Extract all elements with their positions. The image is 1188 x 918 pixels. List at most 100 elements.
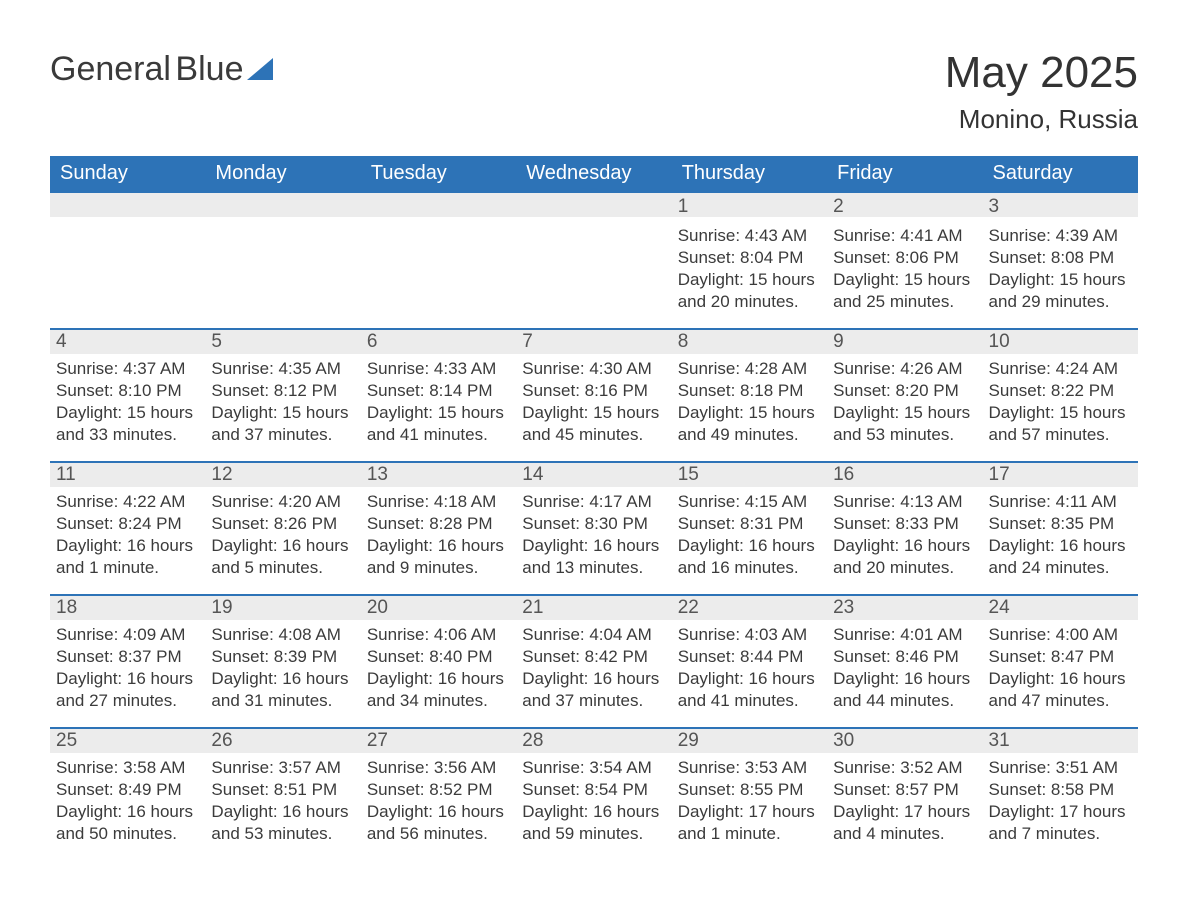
sunset-text: Sunset: 8:46 PM (833, 646, 974, 668)
daylight-text: Daylight: 16 hours and 13 minutes. (522, 535, 663, 579)
sunrise-text: Sunrise: 4:39 AM (989, 225, 1130, 247)
sunrise-text: Sunrise: 4:15 AM (678, 491, 819, 513)
day-number: 17 (983, 461, 1138, 487)
day-cell-empty (361, 221, 516, 328)
day-number: 6 (361, 328, 516, 354)
day-number: 21 (516, 594, 671, 620)
day-cell: 13Sunrise: 4:18 AMSunset: 8:28 PMDayligh… (361, 461, 516, 594)
sunrise-text: Sunrise: 4:35 AM (211, 358, 352, 380)
day-number: 14 (516, 461, 671, 487)
sunrise-text: Sunrise: 3:57 AM (211, 757, 352, 779)
sunset-text: Sunset: 8:18 PM (678, 380, 819, 402)
day-cell: 14 Sunrise: 4:17 AMSunset: 8:30 PMDayligh… (516, 461, 671, 594)
sunset-text: Sunset: 8:52 PM (367, 779, 508, 801)
day-number: 8 (672, 328, 827, 354)
day-cell: 22Sunrise: 4:03 AMSunset: 8:44 PMDayligh… (672, 594, 827, 727)
sunset-text: Sunset: 8:04 PM (678, 247, 819, 269)
sunset-text: Sunset: 8:39 PM (211, 646, 352, 668)
day-cell-empty (50, 221, 205, 328)
daylight-text: Daylight: 16 hours and 16 minutes. (678, 535, 819, 579)
sunset-text: Sunset: 8:22 PM (989, 380, 1130, 402)
day-number: 29 (672, 727, 827, 753)
day-number: 22 (672, 594, 827, 620)
daylight-text: Daylight: 16 hours and 1 minute. (56, 535, 197, 579)
sunrise-text: Sunrise: 4:13 AM (833, 491, 974, 513)
sunrise-text: Sunrise: 3:51 AM (989, 757, 1130, 779)
day-cell: 9Sunrise: 4:26 AMSunset: 8:20 PMDaylight… (827, 328, 982, 461)
day-cell: 8Sunrise: 4:28 AMSunset: 8:18 PMDaylight… (672, 328, 827, 461)
sunrise-text: Sunrise: 4:00 AM (989, 624, 1130, 646)
weekday-header: Monday (205, 156, 360, 191)
sunset-text: Sunset: 8:28 PM (367, 513, 508, 535)
day-cell: 20Sunrise: 4:06 AMSunset: 8:40 PMDayligh… (361, 594, 516, 727)
sunset-text: Sunset: 8:26 PM (211, 513, 352, 535)
page-title: May 2025 (945, 48, 1138, 98)
week-row: 18Sunrise: 4:09 AMSunset: 8:37 PMDayligh… (50, 594, 1138, 727)
day-cell: 6Sunrise: 4:33 AMSunset: 8:14 PMDaylight… (361, 328, 516, 461)
page-subtitle: Monino, Russia (945, 104, 1138, 135)
calendar-grid: Sunday Monday Tuesday Wednesday Thursday… (50, 156, 1138, 860)
sunrise-text: Sunrise: 4:04 AM (522, 624, 663, 646)
week-row: 25Sunrise: 3:58 AMSunset: 8:49 PMDayligh… (50, 727, 1138, 860)
daylight-text: Daylight: 16 hours and 27 minutes. (56, 668, 197, 712)
week-row: 11Sunrise: 4:22 AMSunset: 8:24 PMDayligh… (50, 461, 1138, 594)
day-number: 15 (672, 461, 827, 487)
daylight-text: Daylight: 15 hours and 57 minutes. (989, 402, 1130, 446)
logo-triangle-icon (247, 58, 273, 80)
sunset-text: Sunset: 8:10 PM (56, 380, 197, 402)
day-number: 12 (205, 461, 360, 487)
weekday-header: Saturday (983, 156, 1138, 191)
sunset-text: Sunset: 8:08 PM (989, 247, 1130, 269)
weekday-header-row: Sunday Monday Tuesday Wednesday Thursday… (50, 156, 1138, 191)
daylight-text: Daylight: 15 hours and 33 minutes. (56, 402, 197, 446)
daylight-text: Daylight: 16 hours and 20 minutes. (833, 535, 974, 579)
sunset-text: Sunset: 8:57 PM (833, 779, 974, 801)
day-number: 24 (983, 594, 1138, 620)
sunrise-text: Sunrise: 4:17 AM (522, 491, 663, 513)
day-cell: 15Sunrise: 4:15 AMSunset: 8:31 PMDayligh… (672, 461, 827, 594)
day-number: 30 (827, 727, 982, 753)
daylight-text: Daylight: 16 hours and 59 minutes. (522, 801, 663, 845)
day-cell: 26Sunrise: 3:57 AMSunset: 8:51 PMDayligh… (205, 727, 360, 860)
daylight-text: Daylight: 16 hours and 9 minutes. (367, 535, 508, 579)
sunrise-text: Sunrise: 3:54 AM (522, 757, 663, 779)
sunrise-text: Sunrise: 4:41 AM (833, 225, 974, 247)
daylight-text: Daylight: 16 hours and 31 minutes. (211, 668, 352, 712)
day-cell: 28Sunrise: 3:54 AMSunset: 8:54 PMDayligh… (516, 727, 671, 860)
sunset-text: Sunset: 8:06 PM (833, 247, 974, 269)
day-cell: 7Sunrise: 4:30 AMSunset: 8:16 PMDaylight… (516, 328, 671, 461)
daylight-text: Daylight: 15 hours and 49 minutes. (678, 402, 819, 446)
daylight-text: Daylight: 15 hours and 45 minutes. (522, 402, 663, 446)
day-cell: 11Sunrise: 4:22 AMSunset: 8:24 PMDayligh… (50, 461, 205, 594)
day-cell: 31Sunrise: 3:51 AMSunset: 8:58 PMDayligh… (983, 727, 1138, 860)
sunset-text: Sunset: 8:42 PM (522, 646, 663, 668)
sunset-text: Sunset: 8:44 PM (678, 646, 819, 668)
week-band (50, 191, 1138, 217)
sunrise-text: Sunrise: 3:53 AM (678, 757, 819, 779)
sunset-text: Sunset: 8:35 PM (989, 513, 1130, 535)
logo-word-2: Blue (175, 50, 243, 88)
sunrise-text: Sunrise: 4:06 AM (367, 624, 508, 646)
sunset-text: Sunset: 8:30 PM (522, 513, 663, 535)
sunrise-text: Sunrise: 4:37 AM (56, 358, 197, 380)
calendar-page: General Blue May 2025 Monino, Russia Sun… (0, 0, 1188, 918)
sunset-text: Sunset: 8:51 PM (211, 779, 352, 801)
weekday-header: Tuesday (361, 156, 516, 191)
daylight-text: Daylight: 15 hours and 41 minutes. (367, 402, 508, 446)
day-cell: 16Sunrise: 4:13 AMSunset: 8:33 PMDayligh… (827, 461, 982, 594)
sunset-text: Sunset: 8:37 PM (56, 646, 197, 668)
daylight-text: Daylight: 15 hours and 37 minutes. (211, 402, 352, 446)
sunrise-text: Sunrise: 3:56 AM (367, 757, 508, 779)
sunset-text: Sunset: 8:24 PM (56, 513, 197, 535)
sunset-text: Sunset: 8:33 PM (833, 513, 974, 535)
day-number: 23 (827, 594, 982, 620)
day-number: 31 (983, 727, 1138, 753)
weekday-header: Thursday (672, 156, 827, 191)
day-cell: 19Sunrise: 4:08 AMSunset: 8:39 PMDayligh… (205, 594, 360, 727)
day-cell: 21Sunrise: 4:04 AMSunset: 8:42 PMDayligh… (516, 594, 671, 727)
sunrise-text: Sunrise: 4:09 AM (56, 624, 197, 646)
sunrise-text: Sunrise: 3:58 AM (56, 757, 197, 779)
sunrise-text: Sunrise: 4:26 AM (833, 358, 974, 380)
sunset-text: Sunset: 8:16 PM (522, 380, 663, 402)
sunrise-text: Sunrise: 4:03 AM (678, 624, 819, 646)
